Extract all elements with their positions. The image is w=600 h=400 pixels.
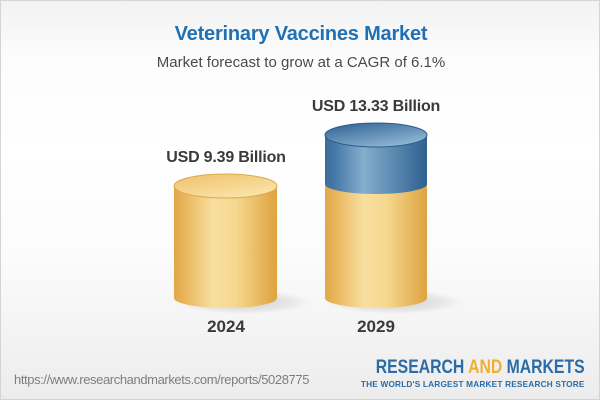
cylinder-2029-top — [325, 123, 427, 147]
cylinder-2024-body — [174, 186, 277, 308]
cylinder-2029-base-segment — [325, 184, 427, 308]
value-label-2029: USD 13.33 Billion — [311, 98, 441, 115]
cylinder-2029-growth-segment — [325, 135, 427, 194]
logo-tagline: THE WORLD'S LARGEST MARKET RESEARCH STOR… — [361, 378, 585, 389]
page-title: Veterinary Vaccines Market — [174, 23, 428, 45]
cylinder-2029 — [324, 122, 428, 308]
cylinder-2024 — [173, 173, 278, 308]
logo-word-and: AND — [468, 357, 503, 378]
category-label-2024: 2024 — [207, 317, 245, 336]
report-url-link[interactable]: https://www.researchandmarkets.com/repor… — [14, 372, 310, 387]
logo-word-markets: MARKETS — [507, 357, 585, 378]
logo-wordmark: RESEARCH AND MARKETS — [376, 358, 585, 378]
value-label-2024: USD 9.39 Billion — [166, 149, 286, 166]
category-label-2029: 2029 — [357, 317, 395, 336]
cylinder-2024-rim — [173, 173, 278, 199]
chart-subtitle: Market forecast to grow at a CAGR of 6.1… — [156, 54, 446, 71]
logo-word-research: RESEARCH — [376, 357, 465, 378]
cylinder-2029-rim — [324, 122, 428, 148]
research-and-markets-logo: RESEARCH AND MARKETS THE WORLD'S LARGEST… — [333, 358, 585, 389]
cylinder-2024-top — [174, 174, 277, 198]
